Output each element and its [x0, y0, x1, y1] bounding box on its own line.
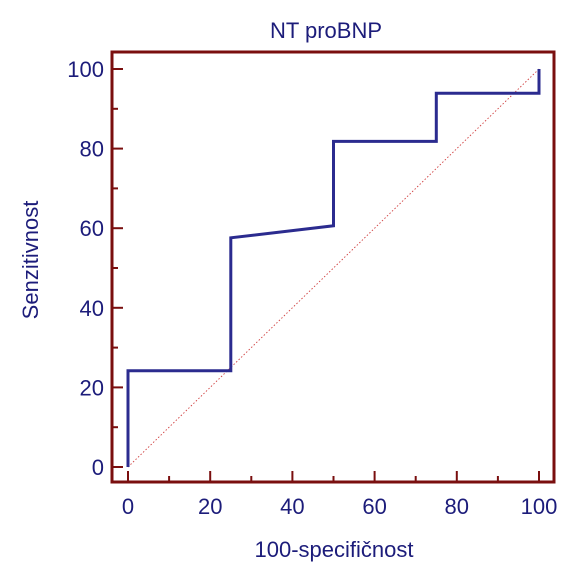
axis-ticks — [112, 68, 540, 482]
plot-frame — [110, 50, 556, 484]
x-tick-label: 40 — [280, 494, 304, 519]
y-tick-label: 100 — [67, 57, 104, 82]
y-axis-label: Senzitivnost — [18, 201, 43, 320]
x-axis-label: 100-specifičnost — [255, 537, 414, 562]
x-tick-label: 0 — [122, 494, 134, 519]
x-tick-label: 100 — [521, 494, 558, 519]
chart-title: NT proBNP — [270, 18, 382, 43]
y-tick-label: 60 — [80, 216, 104, 241]
roc-curve — [126, 69, 541, 467]
y-axis-tick-labels: 0 20 40 60 80 100 — [67, 57, 104, 480]
x-tick-label: 20 — [198, 494, 222, 519]
reference-diagonal-line — [127, 68, 540, 468]
y-tick-label: 20 — [80, 375, 104, 400]
y-tick-label: 0 — [92, 455, 104, 480]
y-tick-label: 40 — [80, 296, 104, 321]
x-tick-label: 60 — [362, 494, 386, 519]
x-tick-label: 80 — [445, 494, 469, 519]
y-tick-label: 80 — [80, 137, 104, 162]
x-axis-tick-labels: 0 20 40 60 80 100 — [122, 494, 557, 519]
